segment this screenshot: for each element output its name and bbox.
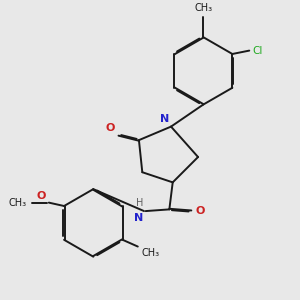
Text: N: N bbox=[134, 213, 143, 223]
Text: O: O bbox=[195, 206, 205, 216]
Text: O: O bbox=[105, 123, 115, 134]
Text: H: H bbox=[136, 198, 143, 208]
Text: O: O bbox=[36, 191, 46, 201]
Text: CH₃: CH₃ bbox=[9, 198, 27, 208]
Text: Cl: Cl bbox=[253, 46, 263, 56]
Text: CH₃: CH₃ bbox=[194, 3, 212, 14]
Text: CH₃: CH₃ bbox=[141, 248, 159, 258]
Text: N: N bbox=[160, 114, 169, 124]
